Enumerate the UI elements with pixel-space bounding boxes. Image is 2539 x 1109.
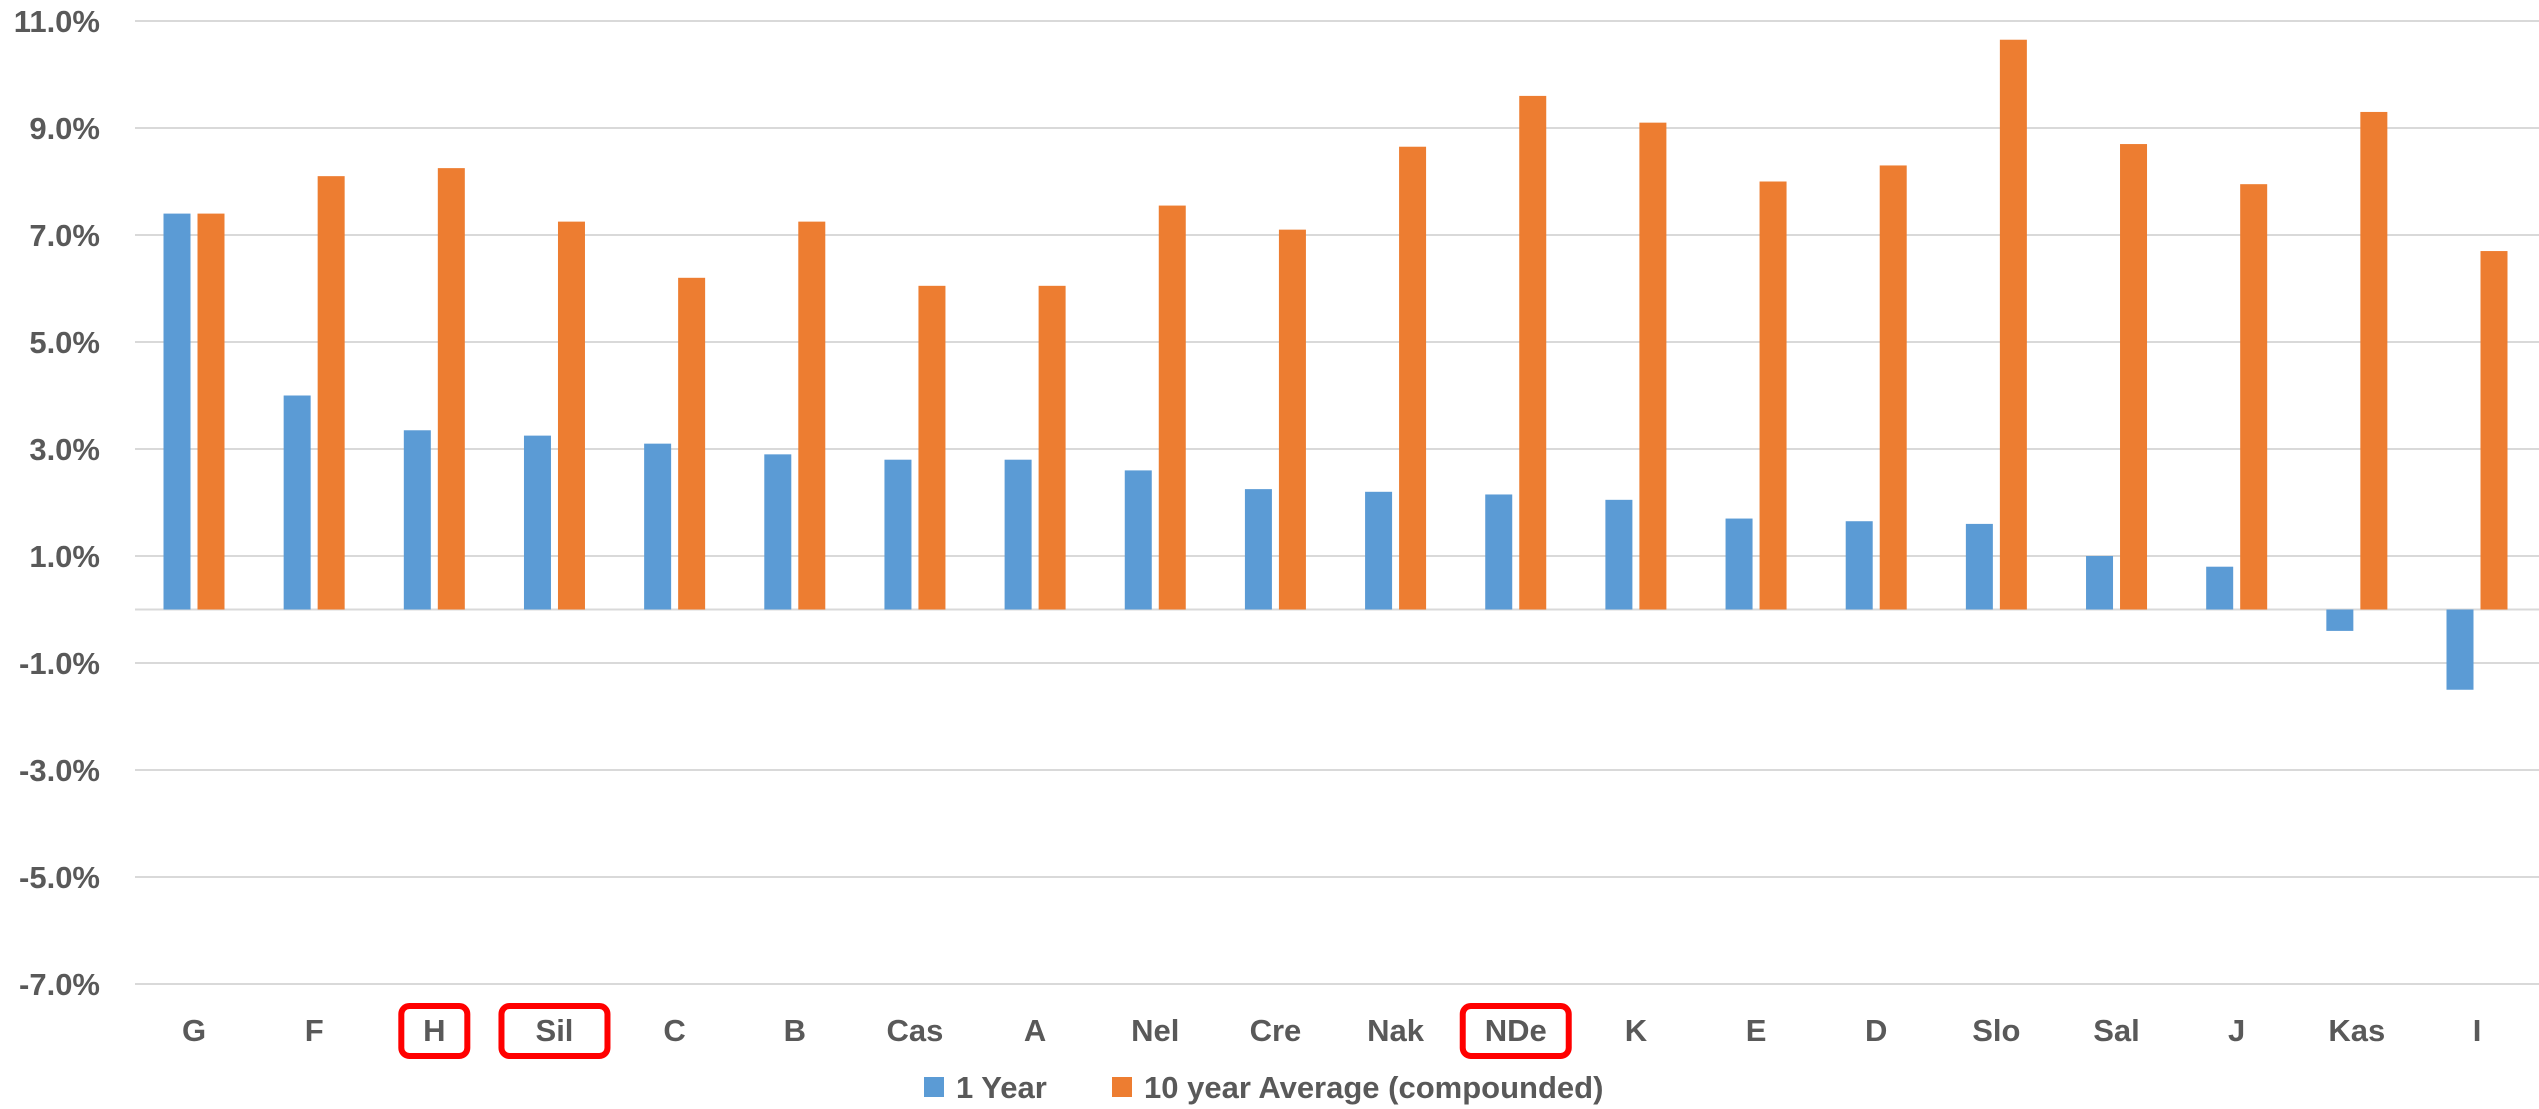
- y-tick-label: -1.0%: [19, 646, 100, 681]
- y-tick-label: 11.0%: [14, 4, 100, 39]
- x-tick-label: B: [784, 1013, 806, 1048]
- y-tick-label: 5.0%: [29, 325, 100, 360]
- bar-10-year-average-i: [2480, 251, 2508, 610]
- bar-1-year-slo: [1965, 523, 1993, 610]
- bar-10-year-average-a: [1038, 285, 1066, 610]
- bar-1-year-f: [283, 395, 311, 610]
- y-tick-label: -7.0%: [19, 967, 100, 1002]
- x-tick-label: Kas: [2328, 1013, 2385, 1048]
- x-tick-label: NDe: [1485, 1013, 1547, 1048]
- x-tick-label: Cas: [887, 1013, 944, 1048]
- x-tick-label: D: [1865, 1013, 1887, 1048]
- bar-1-year-a: [1004, 459, 1032, 610]
- x-tick-label: C: [663, 1013, 685, 1048]
- bar-1-year-cre: [1244, 489, 1272, 610]
- gridlines: [135, 20, 2539, 985]
- bars: [163, 39, 2508, 690]
- bar-1-year-d: [1845, 521, 1873, 610]
- y-tick-label: 7.0%: [29, 218, 100, 253]
- x-tick-label: Sal: [2093, 1013, 2140, 1048]
- bar-10-year-average-cre: [1278, 229, 1306, 610]
- y-tick-label: 9.0%: [29, 111, 100, 146]
- bar-1-year-kas: [2326, 609, 2354, 631]
- bar-1-year-cas: [884, 459, 912, 610]
- bar-1-year-sal: [2086, 556, 2114, 610]
- bar-10-year-average-j: [2240, 184, 2268, 610]
- x-tick-label: Cre: [1250, 1013, 1302, 1048]
- bar-1-year-nel: [1124, 470, 1152, 610]
- bar-10-year-average-c: [678, 277, 706, 610]
- x-tick-label: E: [1746, 1013, 1767, 1048]
- bar-1-year-nak: [1365, 491, 1393, 610]
- bar-1-year-k: [1605, 499, 1633, 610]
- bar-10-year-average-sal: [2120, 144, 2148, 610]
- x-tick-label: I: [2473, 1013, 2482, 1048]
- legend: 1 Year 10 year Average (compounded): [924, 1070, 1603, 1105]
- x-tick-label: J: [2228, 1013, 2245, 1048]
- legend-label: 10 year Average (compounded): [1144, 1070, 1603, 1105]
- x-tick-label: Nak: [1367, 1013, 1425, 1048]
- bar-10-year-average-sil: [557, 221, 585, 610]
- x-tick-label: G: [182, 1013, 206, 1048]
- y-tick-label: 3.0%: [29, 432, 100, 467]
- highlight-box: [398, 1003, 471, 1059]
- bar-1-year-j: [2206, 566, 2234, 610]
- bar-1-year-e: [1725, 518, 1753, 610]
- x-tick-label: Slo: [1972, 1013, 2020, 1048]
- y-tick-label: -5.0%: [19, 860, 100, 895]
- x-tick-label: K: [1625, 1013, 1648, 1048]
- bar-1-year-sil: [523, 435, 551, 610]
- x-tick-label: Nel: [1131, 1013, 1179, 1048]
- x-tick-label: Sil: [536, 1013, 574, 1048]
- bar-10-year-average-k: [1639, 122, 1667, 610]
- bar-10-year-average-kas: [2360, 111, 2388, 610]
- bar-10-year-average-cas: [918, 285, 946, 610]
- legend-swatch: [924, 1077, 944, 1097]
- bar-10-year-average-slo: [1999, 39, 2027, 610]
- bar-10-year-average-h: [437, 168, 465, 610]
- bar-10-year-average-e: [1759, 181, 1787, 610]
- bar-10-year-average-b: [798, 221, 826, 610]
- bar-10-year-average-f: [317, 176, 345, 610]
- bar-1-year-g: [163, 213, 191, 610]
- x-tick-label: F: [305, 1013, 324, 1048]
- bar-1-year-b: [764, 454, 792, 610]
- bar-1-year-nde: [1485, 494, 1513, 610]
- x-axis-ticks: G F H Sil C B Cas A Nel Cre Nak NDe K E D Slo Sal J Kas I: [182, 1003, 2482, 1059]
- bar-1-year-h: [403, 430, 431, 610]
- y-axis-ticks: 11.0% 9.0% 7.0% 5.0% 3.0% 1.0% -1.0% -3.0% -5.0%…: [14, 4, 100, 1002]
- legend-swatch: [1112, 1077, 1132, 1097]
- y-tick-label: -3.0%: [19, 753, 100, 788]
- bar-10-year-average-nak: [1399, 146, 1427, 610]
- highlight-box: [498, 1003, 611, 1059]
- bar-10-year-average-nde: [1519, 95, 1547, 610]
- bar-10-year-average-d: [1879, 165, 1907, 610]
- bar-10-year-average-nel: [1158, 205, 1186, 610]
- y-tick-label: 1.0%: [29, 539, 100, 574]
- bar-1-year-c: [644, 443, 672, 610]
- legend-label: 1 Year: [956, 1070, 1047, 1105]
- bar-1-year-i: [2446, 609, 2474, 690]
- x-tick-label: A: [1024, 1013, 1046, 1048]
- x-tick-label: H: [423, 1013, 445, 1048]
- highlight-box: [1459, 1003, 1572, 1059]
- bar-10-year-average-g: [197, 213, 225, 610]
